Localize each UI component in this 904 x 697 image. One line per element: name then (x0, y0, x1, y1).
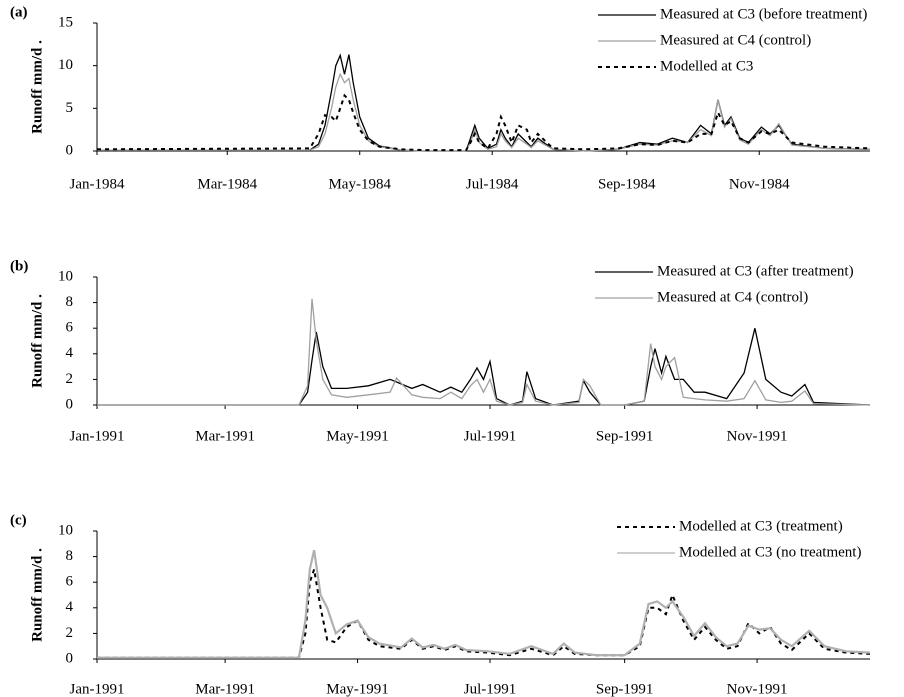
y-tick-label: 0 (66, 142, 74, 158)
x-tick-label: Jul-1991 (464, 681, 517, 697)
y-tick-label: 8 (66, 294, 74, 310)
x-tick-label: Mar-1991 (195, 681, 255, 697)
x-tick-label: Jul-1991 (464, 428, 517, 444)
legend-label: Measured at C4 (control) (657, 289, 808, 305)
y-tick-label: 5 (66, 100, 74, 116)
y-axis-label: Runoff mm/d . (29, 548, 45, 642)
x-tick-label: Jan-1991 (70, 428, 125, 444)
y-tick-label: 0 (66, 650, 74, 666)
x-tick-label: Jul-1984 (466, 176, 519, 192)
x-tick-label: May-1991 (326, 428, 389, 444)
x-tick-label: Sep-1991 (596, 681, 654, 697)
x-tick-label: Nov-1991 (727, 428, 788, 444)
legend-label: Modelled at C3 (no treatment) (679, 544, 861, 560)
panel-label: (a) (10, 4, 28, 20)
y-tick-label: 6 (66, 574, 74, 590)
y-tick-label: 8 (66, 548, 74, 564)
x-tick-label: May-1991 (326, 681, 389, 697)
series-line (97, 549, 871, 659)
y-tick-label: 4 (66, 345, 74, 361)
x-tick-label: Mar-1991 (195, 428, 255, 444)
y-tick-label: 15 (58, 14, 73, 30)
x-tick-label: Mar-1984 (197, 176, 257, 192)
y-tick-label: 10 (58, 522, 73, 538)
y-tick-label: 10 (58, 57, 73, 73)
series-line (96, 93, 871, 152)
y-tick-label: 10 (58, 268, 73, 284)
legend-label: Measured at C3 (before treatment) (660, 6, 867, 22)
x-tick-label: Jan-1991 (70, 681, 125, 697)
y-tick-label: 4 (66, 599, 74, 615)
y-tick-label: 2 (66, 625, 74, 641)
panel-label: (b) (10, 258, 28, 274)
legend-label: Measured at C3 (after treatment) (657, 263, 854, 279)
x-tick-label: Nov-1984 (729, 176, 790, 192)
y-axis-label: Runoff mm/d . (29, 40, 45, 134)
x-tick-label: Sep-1984 (598, 176, 656, 192)
x-tick-label: Jan-1984 (70, 176, 125, 192)
series-line (97, 569, 871, 659)
y-tick-label: 2 (66, 371, 74, 387)
panel-label: (c) (10, 512, 27, 528)
y-tick-label: 0 (66, 396, 74, 412)
x-tick-label: May-1984 (328, 176, 391, 192)
legend-label: Modelled at C3 (treatment) (679, 518, 843, 534)
series-line (97, 72, 871, 152)
x-tick-label: Nov-1991 (727, 681, 788, 697)
series-line (97, 328, 871, 406)
y-axis-label: Runoff mm/d . (29, 294, 45, 388)
legend-label: Modelled at C3 (660, 58, 753, 74)
y-tick-label: 6 (66, 320, 74, 336)
x-tick-label: Sep-1991 (596, 428, 654, 444)
series-line (97, 298, 871, 406)
legend-label: Measured at C4 (control) (660, 32, 811, 48)
